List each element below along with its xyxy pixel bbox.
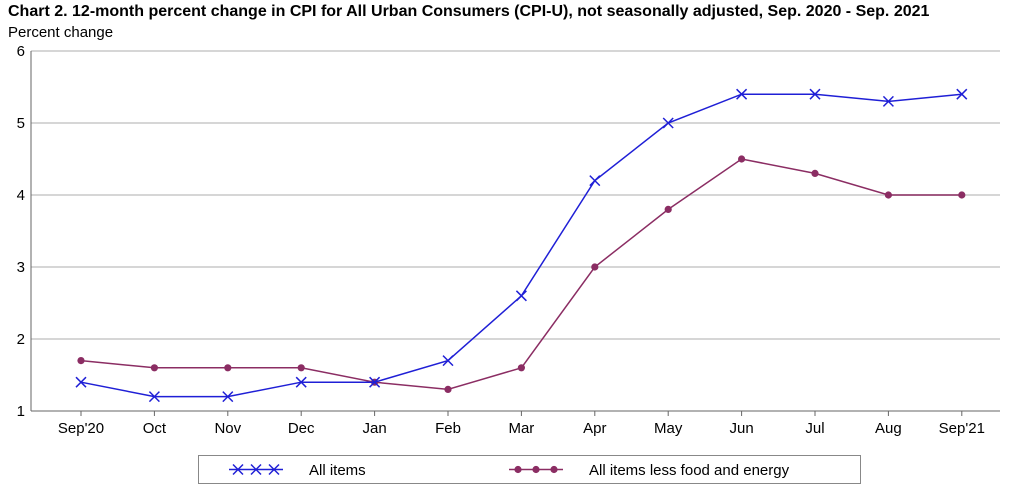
data-point-dot-marker	[150, 364, 158, 372]
legend-swatch-core	[509, 465, 563, 474]
legend-label-core: All items less food and energy	[589, 462, 790, 479]
x-tick-label: Sep'21	[939, 420, 985, 437]
x-tick-label: Jun	[730, 420, 754, 437]
data-point-x-marker	[809, 88, 821, 100]
x-tick-label: Dec	[288, 420, 315, 437]
x-tick-label: May	[654, 420, 683, 437]
data-point-dot-marker	[591, 263, 599, 271]
data-point-dot-marker	[958, 191, 966, 199]
axes	[30, 51, 1000, 416]
x-tick-label: Jan	[363, 420, 387, 437]
data-point-dot-marker	[550, 465, 558, 474]
data-point-x-marker	[268, 463, 280, 476]
x-tick-label: Oct	[143, 420, 167, 437]
data-point-x-marker	[232, 463, 244, 476]
data-point-dot-marker	[444, 385, 452, 393]
legend-swatch-all-items	[229, 463, 283, 476]
series-line	[80, 93, 962, 398]
data-point-dot-marker	[811, 169, 819, 177]
x-tick-label: Nov	[214, 420, 241, 437]
data-point-dot-marker	[884, 191, 893, 199]
y-tick-label: 2	[17, 331, 25, 348]
data-point-dot-marker	[517, 364, 526, 372]
data-point-x-marker	[736, 88, 748, 100]
data-point-x-marker	[662, 117, 674, 129]
series-lines	[75, 88, 968, 403]
data-point-dot-marker	[514, 465, 522, 474]
x-tick-label: Jul	[805, 420, 824, 437]
tick-labels: 1 2 3 4 5 6 Sep'20 Oct Nov Dec Jan Feb Mar Apr May Jun J…	[17, 43, 985, 437]
data-point-dot-marker	[532, 465, 540, 474]
data-point-dot-marker	[77, 357, 85, 365]
data-point-x-marker	[250, 463, 262, 476]
data-point-dot-marker	[224, 364, 232, 372]
data-point-dot-marker	[738, 155, 746, 163]
y-tick-label: 6	[17, 43, 25, 60]
series-all-items	[75, 88, 968, 403]
data-point-x-marker	[442, 355, 454, 367]
x-tick-label: Apr	[583, 420, 606, 437]
x-tick-label: Mar	[508, 420, 534, 437]
y-tick-label: 5	[17, 115, 25, 132]
data-point-dot-marker	[297, 364, 305, 372]
data-point-dot-marker	[664, 205, 672, 213]
series-core	[77, 155, 966, 393]
data-point-x-marker	[589, 175, 601, 187]
chart-legend: All items All items less food and energy	[198, 455, 861, 484]
data-point-x-marker	[956, 88, 968, 100]
legend-label-all-items: All items	[309, 462, 366, 479]
gridlines	[31, 50, 1000, 340]
x-tick-label: Aug	[875, 420, 902, 437]
data-point-x-marker	[369, 376, 381, 388]
chart-title: Chart 2. 12-month percent change in CPI …	[8, 3, 930, 20]
data-point-x-marker	[222, 391, 234, 403]
series-line	[80, 158, 962, 391]
data-point-x-marker	[515, 290, 527, 302]
data-point-x-marker	[882, 95, 894, 107]
x-tick-label: Sep'20	[58, 420, 104, 437]
data-point-x-marker	[75, 376, 87, 388]
y-tick-label: 1	[17, 403, 25, 420]
y-tick-label: 3	[17, 259, 25, 276]
data-point-x-marker	[295, 376, 307, 388]
data-point-x-marker	[148, 391, 160, 403]
x-tick-label: Feb	[435, 420, 461, 437]
y-axis-label: Percent change	[8, 24, 114, 41]
y-tick-label: 4	[17, 187, 25, 204]
